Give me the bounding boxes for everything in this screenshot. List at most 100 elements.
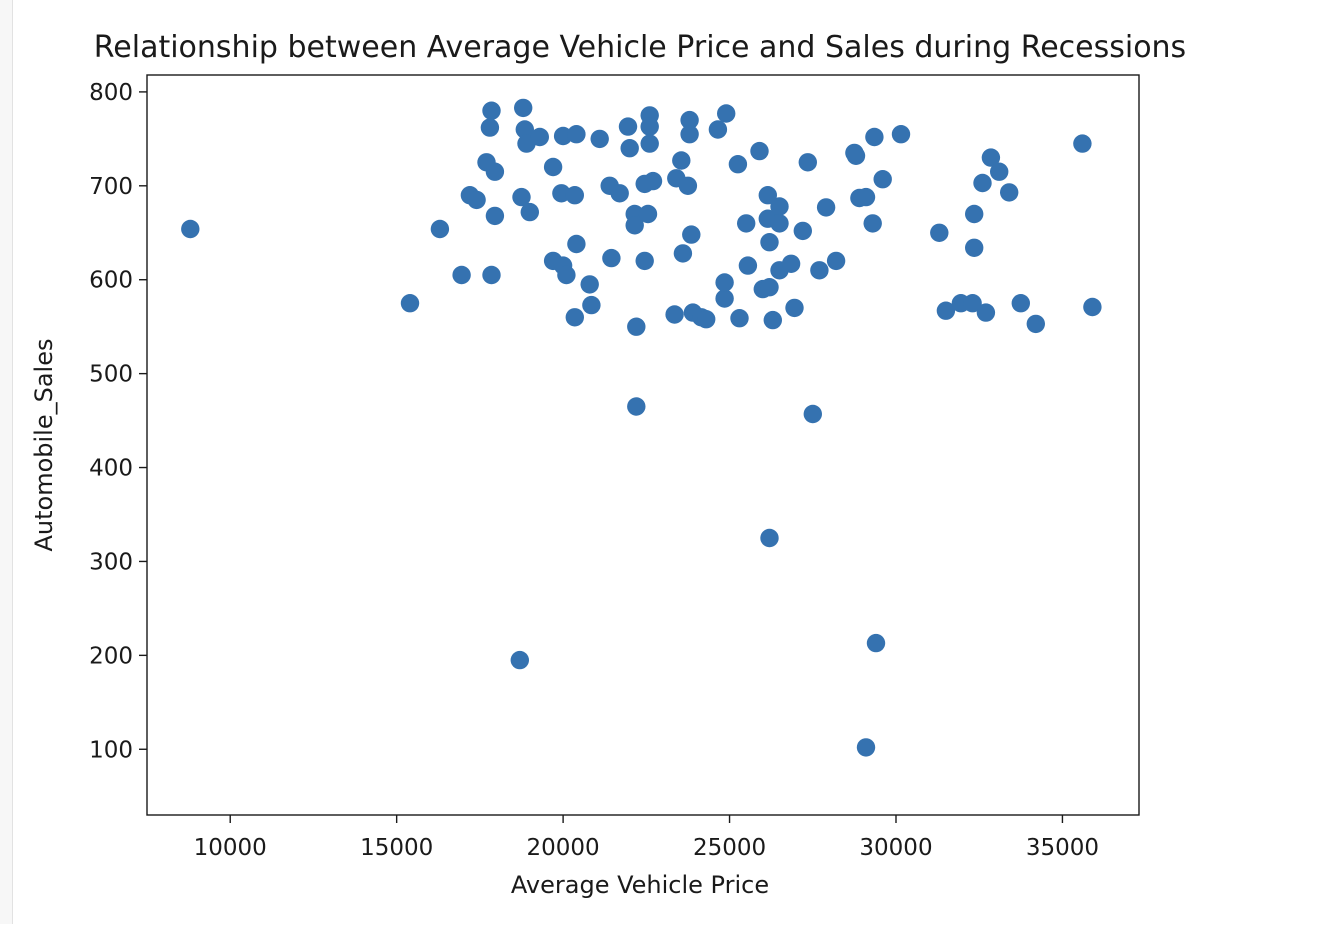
scatter-point: [567, 234, 586, 254]
scatter-point: [590, 129, 609, 149]
scatter-point: [730, 309, 749, 328]
scatter-point: [181, 219, 200, 239]
scatter-point: [1000, 183, 1019, 202]
scatter-point: [552, 184, 571, 203]
chart-title: Relationship between Average Vehicle Pri…: [94, 30, 1186, 65]
scatter-point: [673, 244, 693, 263]
scatter-point: [717, 104, 736, 123]
scatter-point: [856, 187, 876, 207]
y-axis-label: Automobile_Sales: [30, 339, 58, 552]
scatter-point: [602, 248, 621, 268]
scatter-point: [514, 98, 533, 118]
scatter-point: [672, 151, 691, 170]
scatter-point: [715, 273, 734, 292]
scatter-point: [873, 170, 892, 189]
x-tick-label: 20000: [527, 835, 600, 861]
scatter-point: [715, 289, 734, 308]
scatter-point: [643, 171, 663, 191]
scatter-point: [793, 221, 812, 241]
scatter-point: [976, 303, 996, 322]
scatter-point: [480, 118, 500, 137]
scatter-point: [485, 206, 505, 226]
scatter-point: [678, 176, 698, 195]
scatter-point: [865, 127, 884, 147]
scatter-point: [485, 162, 505, 181]
scatter-point: [640, 134, 659, 153]
x-axis-ticks: 10000 15000 20000 25000 30000 35000: [194, 815, 1099, 861]
scatter-point: [990, 162, 1009, 181]
scatter-point: [1011, 294, 1030, 313]
scatter-point: [785, 298, 804, 318]
scatter-point: [973, 173, 992, 193]
scatter-point: [750, 141, 769, 161]
y-tick-label: 600: [89, 268, 133, 294]
scatter-point: [430, 219, 450, 239]
scatter-point: [520, 202, 539, 222]
y-axis-ticks: 100 200 300 400 500 600 700 800: [89, 80, 147, 763]
x-tick-label: 25000: [693, 835, 766, 861]
scatter-point: [708, 120, 728, 139]
scatter-point: [738, 256, 758, 275]
scatter-point: [758, 186, 777, 205]
scatter-point: [930, 223, 949, 242]
scatter-point: [467, 190, 486, 210]
y-tick-label: 100: [89, 737, 133, 763]
axes-frame: [146, 74, 1140, 816]
scatter-point: [810, 261, 829, 280]
y-tick-label: 300: [89, 549, 133, 575]
scatter-point: [682, 225, 701, 244]
y-tick-label: 700: [89, 174, 133, 200]
scatter-point: [680, 125, 699, 144]
scatter-point: [582, 295, 601, 315]
scatter-point: [580, 275, 599, 294]
scatter-point: [816, 198, 836, 217]
scatter-point: [510, 650, 529, 670]
scatter-point: [512, 187, 531, 207]
scatter-point: [640, 117, 659, 136]
notebook-cell-gutter: [0, 0, 13, 924]
scatter-point: [981, 148, 1001, 167]
scatter-point: [1083, 297, 1102, 317]
scatter-point: [680, 110, 699, 130]
scatter-point: [557, 265, 576, 285]
points-layer: [181, 98, 1102, 757]
scatter-point: [543, 157, 563, 177]
y-tick-label: 500: [89, 362, 133, 388]
x-tick-label: 10000: [194, 835, 267, 861]
scatter-point: [635, 251, 654, 271]
scatter-point: [770, 214, 789, 233]
scatter-point: [565, 186, 584, 205]
scatter-point: [665, 305, 684, 324]
x-axis-label: Average Vehicle Price: [511, 871, 769, 899]
scatter-point: [1026, 314, 1046, 334]
scatter-point: [482, 101, 501, 120]
scatter-point: [728, 155, 748, 174]
y-tick-label: 800: [89, 80, 133, 106]
scatter-point: [697, 310, 716, 329]
scatter-point: [798, 153, 817, 172]
scatter-point: [638, 204, 658, 224]
scatter-point: [781, 254, 801, 273]
y-tick-label: 200: [89, 643, 133, 669]
scatter-point: [760, 528, 779, 548]
scatter-point: [856, 738, 876, 757]
scatter-point: [567, 125, 586, 144]
scatter-point: [625, 216, 644, 235]
scatter-point: [620, 139, 639, 158]
scatter-point: [936, 301, 956, 320]
scatter-point: [846, 146, 866, 165]
scatter-point: [963, 294, 982, 313]
scatter-point: [400, 294, 420, 313]
scatter-point: [891, 125, 911, 144]
scatter-point: [803, 404, 822, 424]
scatter-point: [1073, 134, 1092, 153]
x-tick-label: 15000: [360, 835, 433, 861]
scatter-point: [627, 397, 646, 416]
scatter-point: [866, 633, 886, 653]
scatter-point: [965, 204, 984, 224]
scatter-point: [530, 127, 549, 147]
scatter-point: [565, 308, 584, 327]
y-tick-label: 400: [89, 456, 133, 482]
